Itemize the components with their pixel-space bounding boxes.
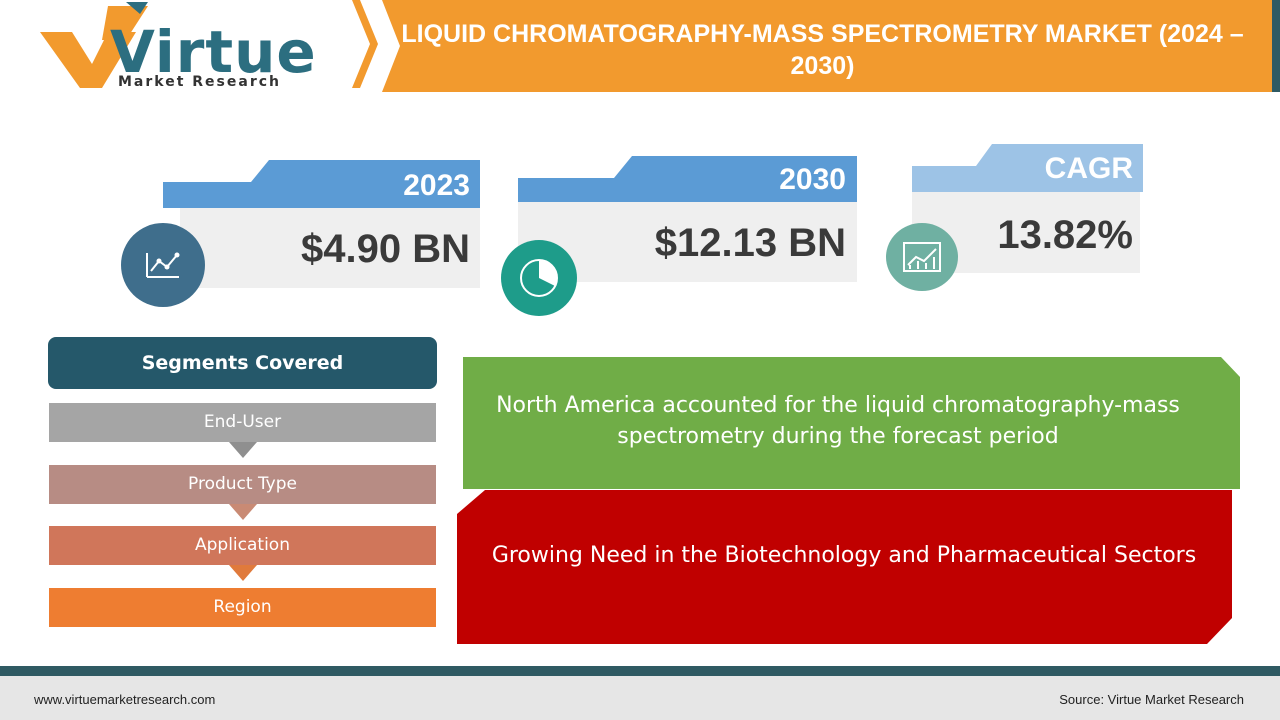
pie-chart-icon [501, 240, 577, 316]
stat-card-2023 [180, 208, 480, 288]
footer-divider [0, 666, 1280, 676]
segments-heading: Segments Covered [48, 337, 437, 389]
segment-region: Region [49, 588, 436, 627]
arrow-down-icon [229, 565, 257, 581]
driver-highlight-box [457, 490, 1232, 644]
footer-website: www.virtuemarketresearch.com [34, 692, 216, 707]
stat-label-cagr: CAGR [1044, 152, 1133, 185]
segment-product-type: Product Type [49, 465, 436, 504]
title-banner [352, 0, 1280, 92]
arrow-down-icon [229, 442, 257, 458]
stat-tab-cagr [912, 144, 1143, 192]
logo [30, 0, 330, 92]
stat-value-2023: $4.90 BN [301, 227, 470, 271]
footer [0, 676, 1280, 720]
segment-end-user: End-User [49, 403, 436, 442]
stat-value-cagr: 13.82% [997, 213, 1133, 257]
driver-highlight-text: Growing Need in the Biotechnology and Ph… [491, 543, 1197, 568]
region-highlight-box [463, 357, 1240, 489]
arrow-down-icon [229, 504, 257, 520]
stat-tab-2023 [163, 160, 480, 208]
stat-year-2023: 2023 [403, 169, 470, 202]
page-title: LIQUID CHROMATOGRAPHY-MASS SPECTROMETRY … [401, 20, 1244, 80]
line-chart-icon [121, 223, 205, 307]
stat-tab-2030 [518, 156, 857, 202]
footer-source: Source: Virtue Market Research [1059, 692, 1244, 707]
logo-v-mark [40, 2, 148, 88]
segment-application: Application [49, 526, 436, 565]
stat-year-2030: 2030 [779, 163, 846, 196]
region-highlight-text: North America accounted for the liquid c… [496, 393, 1180, 449]
growth-chart-icon [886, 223, 958, 291]
logo-subtitle: Market Research [118, 74, 281, 90]
stat-value-2030: $12.13 BN [654, 221, 846, 265]
logo-wordmark: Virtue [110, 18, 317, 86]
